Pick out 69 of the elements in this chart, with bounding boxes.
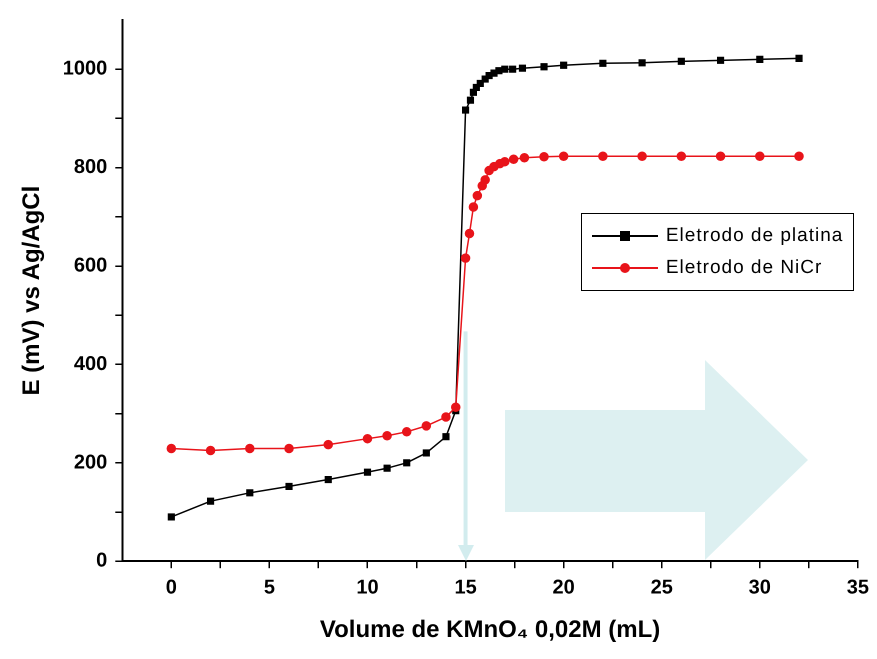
point bbox=[284, 444, 294, 454]
point bbox=[462, 106, 470, 114]
point bbox=[756, 56, 764, 63]
point bbox=[638, 59, 646, 66]
point bbox=[206, 498, 214, 505]
point bbox=[206, 446, 216, 456]
point bbox=[422, 449, 430, 457]
x-tick-label: 0 bbox=[166, 576, 177, 599]
y-tick-label: 600 bbox=[74, 254, 108, 277]
point bbox=[451, 402, 461, 412]
y-tick-label: 800 bbox=[74, 156, 108, 178]
y-tick-label: 0 bbox=[96, 550, 108, 572]
point bbox=[422, 421, 432, 431]
x-tick-label: 30 bbox=[748, 576, 771, 599]
point bbox=[794, 152, 804, 162]
point bbox=[245, 444, 255, 454]
point bbox=[716, 152, 726, 162]
point bbox=[508, 154, 518, 164]
point bbox=[460, 253, 470, 263]
x-tick-label: 10 bbox=[356, 576, 379, 599]
point bbox=[676, 152, 686, 162]
point bbox=[168, 513, 175, 520]
point bbox=[539, 152, 549, 162]
point bbox=[362, 434, 372, 444]
point bbox=[285, 482, 293, 490]
legend-label: Eletrodo de platina bbox=[666, 224, 844, 247]
point bbox=[466, 96, 474, 104]
point bbox=[520, 153, 530, 163]
point bbox=[464, 228, 474, 238]
point bbox=[637, 152, 647, 162]
point bbox=[324, 440, 334, 450]
point bbox=[560, 62, 568, 69]
x-axis-title: Volume de KMnO₄ 0,02M (mL) bbox=[320, 616, 660, 644]
point bbox=[795, 54, 803, 62]
y-tick-label: 200 bbox=[74, 451, 108, 474]
point bbox=[246, 489, 254, 496]
point bbox=[472, 190, 482, 200]
x-tick-label: 5 bbox=[264, 576, 275, 599]
y-axis-title: E (mV) vs Ag/AgCl bbox=[18, 186, 46, 396]
point bbox=[384, 464, 391, 472]
point bbox=[678, 58, 685, 65]
point bbox=[441, 412, 451, 422]
x-tick-label: 20 bbox=[552, 576, 575, 599]
point bbox=[476, 80, 484, 88]
point bbox=[442, 433, 450, 440]
point bbox=[598, 152, 608, 162]
point bbox=[166, 444, 176, 454]
point bbox=[402, 427, 412, 437]
point bbox=[716, 56, 724, 64]
x-tick-label: 15 bbox=[454, 576, 477, 599]
y-tick-label: 1000 bbox=[62, 58, 108, 80]
point bbox=[364, 468, 372, 476]
point bbox=[518, 64, 526, 72]
point bbox=[501, 66, 508, 73]
point bbox=[755, 152, 765, 162]
point bbox=[500, 156, 510, 166]
x-tick-label: 25 bbox=[650, 576, 673, 599]
point bbox=[403, 459, 410, 466]
point bbox=[480, 175, 490, 185]
point bbox=[540, 63, 548, 70]
point bbox=[599, 60, 606, 67]
point bbox=[324, 476, 332, 484]
point bbox=[558, 152, 568, 162]
x-tick-label: 35 bbox=[846, 576, 869, 599]
point bbox=[382, 430, 392, 440]
point bbox=[468, 202, 478, 212]
y-tick-label: 400 bbox=[74, 352, 108, 375]
legend-label: Eletrodo de NiCr bbox=[666, 256, 822, 279]
point bbox=[509, 66, 516, 73]
